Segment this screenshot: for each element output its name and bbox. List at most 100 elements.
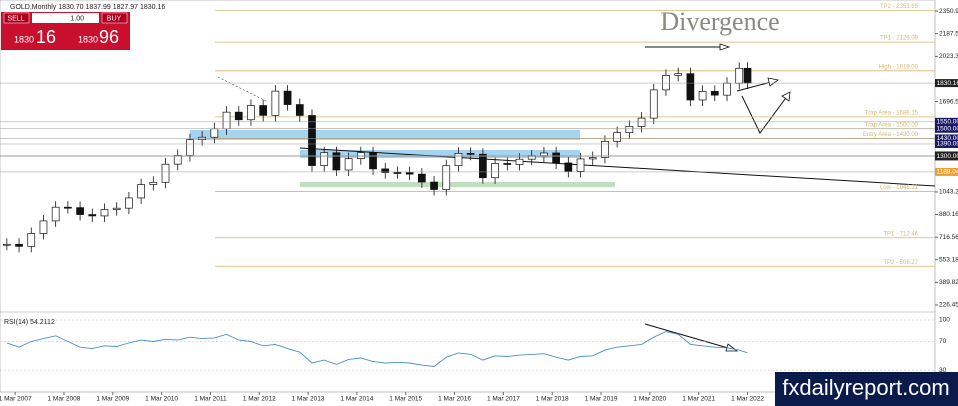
- price-tag-label: 1830.16: [937, 80, 958, 87]
- arrow-head: [767, 77, 779, 87]
- candle-body: [259, 105, 268, 116]
- candle-body: [100, 209, 109, 217]
- candle-body: [51, 206, 60, 222]
- candle-body: [15, 243, 23, 247]
- level-label: Low - 1046.21: [880, 185, 919, 191]
- candle-body: [161, 163, 170, 183]
- sell-button[interactable]: [3, 12, 30, 24]
- candle-body: [686, 73, 695, 101]
- frame: [0, 0, 936, 393]
- candle-body: [503, 163, 512, 165]
- chart-title: Divergence: [660, 7, 779, 36]
- candle-body: [64, 206, 72, 209]
- candle-body: [173, 155, 182, 165]
- y-tick-label: 1043.21: [939, 189, 958, 196]
- candle-body: [430, 181, 438, 190]
- projection: [736, 80, 776, 92]
- y-tick-label: 389.82: [939, 279, 958, 286]
- candle-body: [743, 67, 752, 84]
- x-tick-label: 1 Mar 2011: [194, 396, 227, 403]
- zone: [300, 150, 580, 158]
- candle-body: [332, 152, 341, 171]
- candle-body: [417, 173, 426, 183]
- rsi-line: [6, 331, 748, 367]
- y-tick-label: 70: [939, 338, 947, 345]
- divergence-arrow: [644, 323, 736, 351]
- candle-body: [442, 165, 451, 190]
- price-tag-label: 1300.00: [937, 153, 958, 160]
- level-label: High - 1919.00: [879, 64, 919, 70]
- candle-body: [540, 152, 548, 157]
- level-label: TP2 - 506.27: [883, 260, 918, 266]
- lots-input[interactable]: [32, 13, 99, 23]
- x-tick-label: 1 Mar 2020: [633, 396, 666, 403]
- bid-big: 16: [36, 27, 56, 47]
- projection: [741, 94, 789, 134]
- y-tick-label: 30: [939, 367, 947, 374]
- candle-body: [283, 90, 292, 105]
- candle-body: [271, 90, 280, 116]
- candle-body: [137, 184, 145, 199]
- buy-button[interactable]: [101, 12, 128, 24]
- price-tag-label: 1188.04: [937, 169, 958, 176]
- ask-small: 1830: [78, 34, 98, 44]
- x-tick-label: 1 Mar 2022: [731, 396, 764, 403]
- x-tick-label: 1 Mar 2015: [389, 396, 422, 403]
- candle-body: [39, 220, 48, 234]
- x-tick-label: 1 Mar 2019: [585, 396, 618, 403]
- y-tick-label: 880.16: [939, 211, 958, 218]
- y-tick-label: 2187.50: [939, 30, 958, 37]
- candle-body: [637, 117, 646, 127]
- candle-body: [369, 152, 377, 170]
- candle-body: [186, 139, 194, 156]
- candle-body: [491, 163, 499, 179]
- ask-big: 96: [99, 27, 119, 47]
- candle-body: [454, 153, 463, 167]
- bid-small: 1830: [14, 34, 34, 44]
- y-tick-label: 226.45: [939, 302, 958, 309]
- price-tag: [935, 79, 958, 88]
- candle-body: [601, 141, 609, 158]
- candle-body: [613, 132, 621, 142]
- price-tag: [935, 124, 958, 133]
- zone: [300, 182, 615, 187]
- candle-body: [723, 82, 731, 96]
- candle-body: [149, 181, 158, 185]
- y-tick-label: 2023.30: [939, 53, 958, 60]
- watermark-bg: [775, 372, 958, 406]
- x-tick-label: 1 Mar 2012: [243, 396, 276, 403]
- candle-body: [588, 157, 597, 160]
- price-tag-label: 1500.00: [937, 125, 958, 132]
- arrow-head: [781, 91, 791, 102]
- candle-body: [76, 207, 84, 215]
- candle-body: [222, 111, 231, 130]
- candle-body: [527, 155, 536, 160]
- candle-body: [735, 67, 744, 84]
- price-tag-label: 1430.00: [937, 135, 958, 142]
- price-tag: [935, 117, 958, 126]
- x-tick-label: 1 Mar 2021: [682, 396, 715, 403]
- x-tick-label: 1 Mar 2014: [340, 396, 373, 403]
- price-tag-label: 1550.00: [937, 119, 958, 126]
- candle-body: [320, 152, 329, 166]
- candle-body: [2, 243, 11, 246]
- candle-body: [662, 75, 670, 91]
- y-tick-label: 100: [939, 317, 950, 324]
- x-tick-label: 1 Mar 2008: [48, 396, 81, 403]
- candle-body: [27, 233, 36, 247]
- x-tick-label: 1 Mar 2009: [96, 396, 129, 403]
- x-tick-label: 1 Mar 2010: [145, 396, 178, 403]
- level-label: Trap Area - 1586.15: [865, 110, 919, 116]
- candle-body: [466, 153, 475, 155]
- candle-body: [674, 73, 683, 76]
- candle-body: [698, 91, 707, 101]
- level-label: Entry Area - 1430.00: [863, 132, 919, 138]
- candle-body: [564, 162, 573, 172]
- x-tick-label: 1 Mar 2007: [0, 396, 32, 403]
- arrow-head: [719, 43, 731, 51]
- candle-body: [649, 89, 658, 119]
- candle-body: [405, 172, 414, 175]
- level-label: TP1 - 712.46: [883, 231, 918, 237]
